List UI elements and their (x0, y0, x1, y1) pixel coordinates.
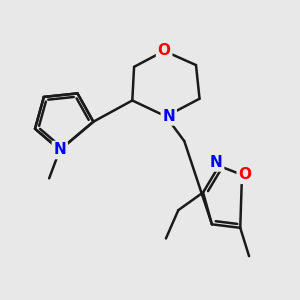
Text: O: O (238, 167, 251, 182)
Text: O: O (158, 44, 171, 59)
Text: N: N (210, 155, 223, 170)
Text: N: N (53, 142, 66, 158)
Text: N: N (162, 109, 175, 124)
